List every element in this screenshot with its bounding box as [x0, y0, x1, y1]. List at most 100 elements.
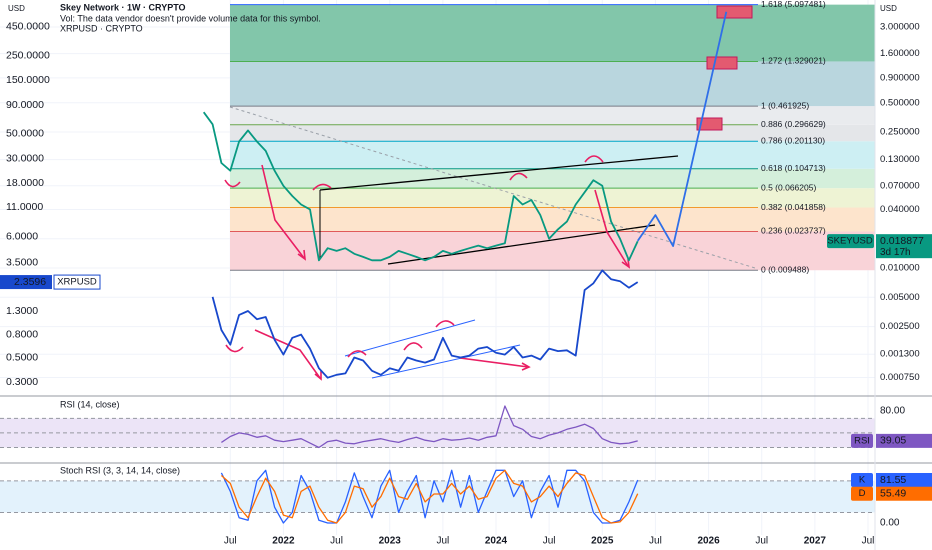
xrp-tag-box — [0, 275, 52, 290]
arc — [312, 183, 332, 191]
x-tick-label: 2024 — [485, 536, 508, 547]
tag-value: 39.05 — [880, 435, 906, 447]
x-tick-label: Jul — [755, 536, 768, 547]
fib-label: 0.786 (0.201130) — [761, 135, 825, 145]
y2-tick-label: 450.0000 — [6, 21, 50, 33]
x-tick-label: 2022 — [272, 536, 295, 547]
y-tick-label: 0.010000 — [880, 263, 920, 274]
y-tick-label: 1.600000 — [880, 48, 920, 59]
y2-tick-label: 3.5000 — [6, 257, 38, 269]
y-tick-label: 0.040000 — [880, 204, 920, 215]
fib-label: 0.5 (0.066205) — [761, 182, 816, 192]
arrow — [459, 357, 529, 368]
y2-tick-label: 90.0000 — [6, 99, 44, 111]
y2-tick-label: 0.3000 — [6, 376, 38, 388]
series-line — [220, 469, 639, 524]
x-tick-label: Jul — [649, 536, 662, 547]
y-tick-label: 0.500000 — [880, 97, 920, 108]
series-line — [221, 405, 638, 449]
series-line — [211, 269, 639, 379]
indicator-band — [0, 480, 875, 513]
tag-name: K — [859, 475, 866, 486]
subtitle: Vol: The data vendor doesn't provide vol… — [60, 13, 321, 23]
fib-zone — [230, 4, 875, 62]
arc — [435, 320, 455, 328]
tag-value: 55.49 — [880, 488, 906, 500]
channel-top — [319, 155, 679, 191]
y2-tick-label: 11.0000 — [6, 201, 43, 213]
x-tick-label: 2026 — [697, 536, 720, 547]
y2-tick-label: 50.0000 — [6, 127, 44, 139]
fib-zone — [230, 188, 875, 208]
subtitle: XRPUSD · CRYPTO — [60, 23, 143, 33]
drawings — [224, 5, 756, 381]
series-line — [636, 11, 728, 247]
target-box — [716, 5, 753, 19]
target-box — [706, 56, 738, 70]
y-tick-label: 0.001300 — [880, 349, 920, 360]
y2-tick-label: 18.0000 — [6, 177, 44, 189]
arrow — [261, 164, 305, 259]
arc — [509, 172, 528, 181]
arc — [347, 350, 367, 358]
pink-marks — [224, 155, 631, 381]
countdown: 3d 17h — [880, 247, 911, 258]
y2-tick-label: 6.0000 — [6, 231, 38, 243]
fib-label: 0.886 (0.296629) — [761, 119, 826, 129]
y-tick-label: 3.000000 — [880, 22, 920, 33]
arrow — [594, 189, 629, 267]
arrow-head — [297, 249, 306, 261]
arrow-head — [621, 258, 631, 269]
chart-title: Skey Network · 1W · CRYPTO — [60, 2, 186, 12]
y-tick-label: 0.130000 — [880, 154, 920, 165]
tag-value-box — [876, 486, 932, 501]
x-tick-label: Jul — [330, 536, 343, 547]
fib-label: 0.236 (0.023737) — [761, 226, 826, 236]
arc — [584, 155, 604, 163]
fib-label: 1 (0.461925) — [761, 100, 809, 110]
price-tag-box — [876, 234, 932, 259]
fib-label: 0.618 (0.104713) — [761, 163, 826, 173]
y2-tick-label: 1.3000 — [6, 305, 38, 317]
x-tick-label: Jul — [436, 536, 449, 547]
tag-value-box — [876, 472, 932, 487]
series-line — [220, 469, 639, 524]
x-tick-label: 2027 — [804, 536, 827, 547]
y-tick-label: 0.070000 — [880, 180, 920, 191]
xrp-channel-top — [344, 319, 476, 357]
y2-tick-label: 250.0000 — [6, 49, 50, 61]
fib-zone — [230, 207, 875, 232]
left-unit: USD — [8, 4, 25, 13]
fib-zone — [230, 61, 875, 107]
xrp-name: XRPUSD — [57, 277, 97, 288]
xrp-channel-bottom — [371, 344, 521, 379]
y-tick-label: 0.000750 — [880, 372, 920, 383]
fib-zone — [230, 141, 875, 169]
x-tick-label: 2023 — [379, 536, 402, 547]
arrow-head — [521, 362, 531, 371]
symbol-tag-box — [827, 234, 874, 249]
y-tick-label: 0.250000 — [880, 127, 920, 138]
tag-name-box — [851, 433, 873, 448]
arc — [224, 179, 241, 188]
target-box — [696, 117, 723, 131]
fib-label: 1.272 (1.329021) — [761, 56, 826, 66]
fib-label: 0 (0.009488) — [761, 264, 809, 274]
tag-name-box — [851, 486, 873, 501]
symbol-tag: SKEYUSD — [827, 236, 873, 247]
series-line — [202, 111, 639, 262]
y-tick-label: 0.005000 — [880, 292, 920, 303]
x-tick-label: Jul — [543, 536, 556, 547]
xrp-tag-value: 2.3596 — [14, 276, 46, 288]
plot — [202, 11, 728, 524]
fib-label: 0.382 (0.041858) — [761, 202, 826, 212]
y2-tick-label: 150.0000 — [6, 74, 50, 86]
tag-name: D — [859, 488, 866, 499]
y-tick-label: 0.00 — [880, 518, 900, 529]
xrp-name-box — [53, 274, 101, 290]
x-tick-label: 2025 — [591, 536, 614, 547]
y-tick-label: 0.002500 — [880, 321, 920, 332]
dashed-trendline — [229, 106, 756, 269]
right-unit: USD — [880, 4, 897, 13]
